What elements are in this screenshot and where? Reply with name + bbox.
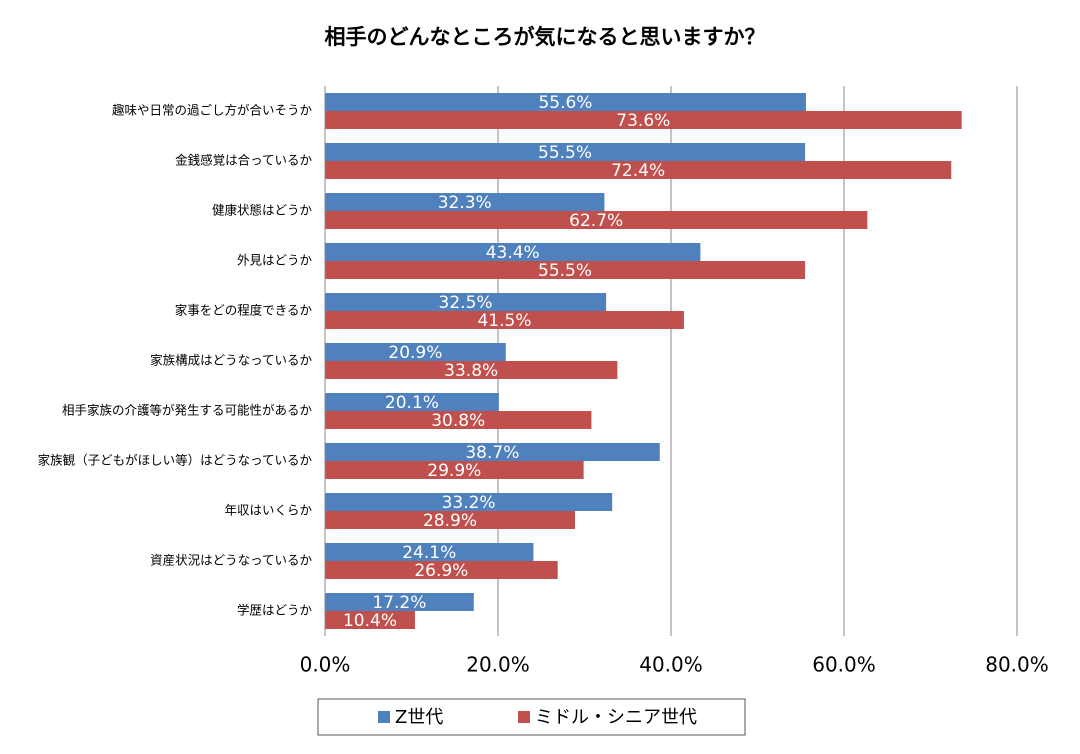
bar <box>325 261 806 279</box>
bar <box>325 411 592 429</box>
bar <box>325 111 962 129</box>
data-label: 32.3% <box>438 193 492 213</box>
data-label: 10.4% <box>343 611 397 631</box>
y-tick-label: 相手家族の介護等が発生する可能性があるか <box>62 403 313 418</box>
x-tick-label: 0.0% <box>300 653 351 677</box>
data-label: 33.2% <box>442 493 496 513</box>
bar <box>325 611 415 629</box>
legend-swatch <box>378 711 390 723</box>
y-tick-label: 家族構成はどうなっているか <box>150 353 312 368</box>
bar <box>325 361 618 379</box>
bar <box>325 93 806 111</box>
legend-label: Z世代 <box>395 707 443 728</box>
y-tick-label: 金銭感覚は合っているか <box>175 153 312 168</box>
bar <box>325 161 952 179</box>
x-tick-label: 40.0% <box>639 653 703 677</box>
data-label: 55.5% <box>538 143 592 163</box>
y-tick-label: 趣味や日常の過ごし方が合いそうか <box>112 103 313 118</box>
legend-label: ミドル・シニア世代 <box>535 707 697 728</box>
data-label: 43.4% <box>486 243 540 263</box>
bar <box>325 311 684 329</box>
data-label: 28.9% <box>423 511 477 531</box>
bar <box>325 461 584 479</box>
data-label: 29.9% <box>427 461 481 481</box>
y-tick-label: 健康状態はどうか <box>212 203 313 218</box>
bar <box>325 593 474 611</box>
bar <box>325 243 701 261</box>
bar <box>325 293 607 311</box>
y-tick-label: 家事をどの程度できるか <box>175 303 313 318</box>
chart-title: 相手のどんなところが気になると思いますか？ <box>325 25 766 49</box>
data-label: 20.1% <box>385 393 439 413</box>
bar <box>325 493 613 511</box>
bar <box>325 443 660 461</box>
x-tick-label: 80.0% <box>985 653 1049 677</box>
bar <box>325 193 605 211</box>
legend-swatch <box>518 711 530 723</box>
data-label: 26.9% <box>414 561 468 581</box>
bar <box>325 211 868 229</box>
bar <box>325 561 558 579</box>
y-tick-label: 外見はどうか <box>237 253 313 268</box>
data-label: 32.5% <box>439 293 493 313</box>
data-label: 55.6% <box>538 93 592 113</box>
data-label: 41.5% <box>477 311 531 331</box>
data-label: 38.7% <box>465 443 519 463</box>
data-label: 17.2% <box>372 593 426 613</box>
data-label: 55.5% <box>538 261 592 281</box>
bar <box>325 143 806 161</box>
data-label: 72.4% <box>611 161 665 181</box>
data-label: 24.1% <box>402 543 456 563</box>
x-tick-label: 20.0% <box>466 653 530 677</box>
data-label: 20.9% <box>388 343 442 363</box>
bar <box>325 511 575 529</box>
y-tick-label: 学歴はどうか <box>237 603 313 618</box>
y-tick-label: 資産状況はどうなっているか <box>150 553 312 568</box>
data-label: 62.7% <box>569 211 623 231</box>
y-tick-label: 年収はいくらか <box>224 503 312 518</box>
data-label: 73.6% <box>616 111 670 131</box>
data-label: 30.8% <box>431 411 485 431</box>
x-tick-label: 60.0% <box>812 653 876 677</box>
bar <box>325 543 534 561</box>
y-tick-label: 家族観（子どもがほしい等）はどうなっているか <box>38 453 313 468</box>
bar <box>325 343 506 361</box>
bar <box>325 393 499 411</box>
data-label: 33.8% <box>444 361 498 381</box>
